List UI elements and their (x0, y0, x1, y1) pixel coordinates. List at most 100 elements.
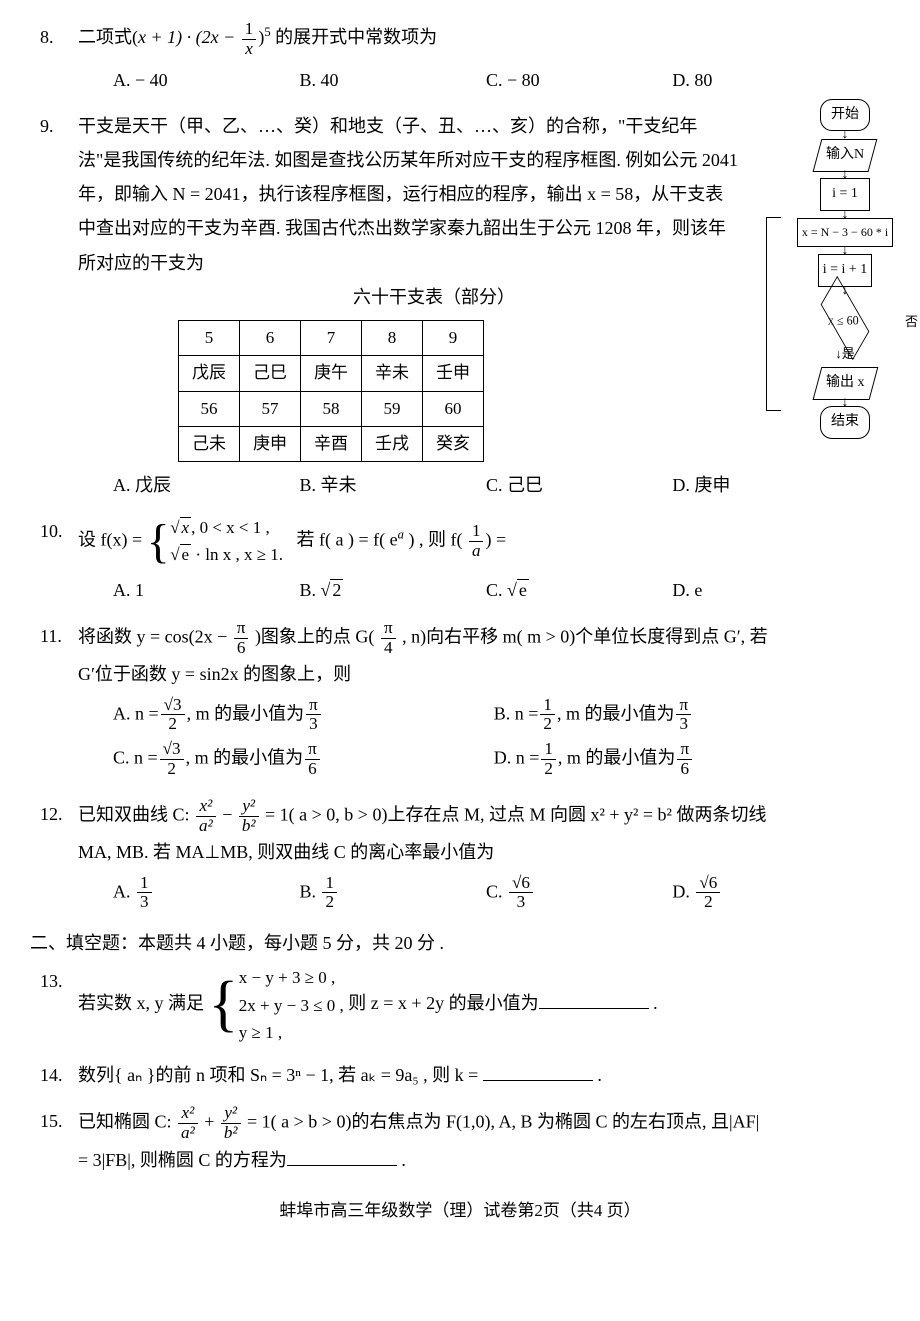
opt-text: , m 的最小值为 (557, 703, 675, 723)
q8-frac: 1x (242, 20, 257, 59)
frac: x²a² (178, 1104, 198, 1143)
frac-den: 2 (540, 715, 555, 734)
q9-opt-b: B. 辛未 (299, 468, 485, 502)
cell: 己未 (179, 426, 240, 461)
cell: 庚午 (301, 356, 362, 391)
q9-options: A. 戊辰 B. 辛未 C. 己巳 D. 庚申 (78, 468, 890, 502)
cell: 癸亥 (423, 426, 484, 461)
q10-options: A. 1 B. √2 C. √e D. e (78, 573, 890, 607)
q15-c: = 3|FB|, 则椭圆 C 的方程为 (78, 1150, 287, 1170)
q12-l1a: 已知双曲线 C: (78, 804, 190, 824)
frac: π3 (306, 696, 321, 735)
cell: 己巳 (240, 356, 301, 391)
section-2-header: 二、填空题：本题共 4 小题，每小题 5 分，共 20 分 . (30, 926, 890, 960)
q12-opt-d: D. √62 (672, 874, 858, 913)
blank-field[interactable] (287, 1145, 397, 1166)
opt-text: D. n = (494, 748, 540, 768)
frac: √63 (509, 874, 533, 913)
q11-number: 11. (40, 619, 62, 653)
frac-den: 6 (234, 639, 249, 658)
frac-num: π (381, 619, 396, 639)
opt-text: A. n = (113, 703, 159, 723)
cell: 壬申 (423, 356, 484, 391)
q10-opt-c: C. √e (486, 573, 672, 607)
fc-cond-label: x ≤ 60 (806, 309, 880, 332)
frac-num: 1 (541, 740, 556, 760)
question-11: 11. 将函数 y = cos(2x − π6 )图象上的点 G( π4 , n… (30, 619, 890, 785)
cell: 9 (423, 320, 484, 355)
cell: 56 (179, 391, 240, 426)
question-15: 15. 已知椭圆 C: x²a² + y²b² = 1( a > b > 0)的… (30, 1104, 890, 1177)
q11-frac1: π6 (234, 619, 249, 658)
q10-mid: 若 f( a ) = f( e (297, 530, 398, 550)
frac-num: π (677, 740, 692, 760)
fc-input-label: 输入N (826, 142, 864, 169)
frac-num: x² (196, 797, 216, 817)
q10-number: 10. (40, 514, 63, 548)
fc-input: 输入N (813, 139, 878, 172)
frac: √62 (696, 874, 720, 913)
cell: 60 (423, 391, 484, 426)
q8-frac-num: 1 (242, 20, 257, 40)
cell: 辛酉 (301, 426, 362, 461)
q10-opt-a: A. 1 (113, 573, 299, 607)
frac-den: b² (221, 1124, 241, 1143)
question-10: 10. 设 f(x) = { √x, 0 < x < 1 , √e · ln x… (30, 514, 890, 607)
table-row: 5657585960 (179, 391, 484, 426)
q15-number: 15. (40, 1104, 63, 1138)
q11-opt-d: D. n =12, m 的最小值为π6 (494, 740, 875, 779)
q12-opt-c: C. √63 (486, 874, 672, 913)
question-12: 12. 已知双曲线 C: x²a² − y²b² = 1( a > 0, b >… (30, 797, 890, 912)
q10-frac: 1a (469, 522, 484, 561)
page-footer: 蚌埠市高三年级数学（理）试卷第2页（共4 页） (30, 1195, 890, 1227)
frac-num: √3 (160, 740, 184, 760)
q15-dot: . (397, 1150, 406, 1170)
q12-opt-a: A. 13 (113, 874, 299, 913)
flowchart: 开始 ↓ 输入N ↓ i = 1 ↓ x = N − 3 − 60 * i ↓ … (780, 99, 910, 439)
frac-den: b² (239, 817, 259, 836)
q10-opt-b-rad: 2 (330, 579, 343, 600)
frac-num: √6 (509, 874, 533, 894)
q13-cases: x − y + 3 ≥ 0 , 2x + y − 3 ≤ 0 , y ≥ 1 , (239, 964, 344, 1046)
frac: √32 (160, 740, 184, 779)
blank-field[interactable] (483, 1060, 593, 1081)
frac-num: 1 (322, 874, 337, 894)
frac: y²b² (221, 1104, 241, 1143)
q15-b: = 1( a > b > 0)的右焦点为 F(1,0), A, B 为椭圆 C … (247, 1112, 759, 1132)
q10-case1-rad: x (180, 517, 192, 537)
cell: 57 (240, 391, 301, 426)
q10-opt-c-rad: e (517, 579, 529, 600)
q11-frac2: π4 (381, 619, 396, 658)
q9-table: 56789 戊辰己巳庚午辛未壬申 5657585960 己未庚申辛酉壬戌癸亥 (178, 320, 484, 462)
q12-number: 12. (40, 797, 63, 831)
fc-inc: i = i + 1 (818, 254, 873, 287)
frac-num: y² (239, 797, 259, 817)
q13-number: 13. (40, 964, 63, 998)
q10-lead: 设 f(x) = (78, 530, 142, 550)
cell: 8 (362, 320, 423, 355)
fc-output: 输出 x (812, 367, 877, 400)
q9-opt-a: A. 戊辰 (113, 468, 299, 502)
frac-num: √3 (161, 696, 185, 716)
flowchart-loop-line (766, 217, 781, 411)
frac-den: 2 (696, 893, 720, 912)
q9-number: 9. (40, 109, 54, 143)
q10-case1-cond: , 0 < x < 1 , (191, 518, 270, 537)
frac-den: 3 (137, 893, 152, 912)
q11-opt-c: C. n =√32, m 的最小值为π6 (113, 740, 494, 779)
q8-text-c: 的展开式中常数项为 (271, 27, 438, 47)
q8-expr: x + 1) · (2x − (138, 27, 235, 47)
q8-opt-a: A. − 40 (113, 63, 299, 97)
opt-pre: B. (299, 881, 320, 901)
frac-den: 2 (161, 715, 185, 734)
frac-num: x² (178, 1104, 198, 1124)
table-row: 56789 (179, 320, 484, 355)
blank-field[interactable] (539, 988, 649, 1009)
q13-c3: y ≥ 1 , (239, 1023, 282, 1042)
frac-den: 3 (676, 715, 691, 734)
question-8: 8. 二项式(x + 1) · (2x − 1x)5 的展开式中常数项为 A. … (30, 20, 890, 97)
fc-output-label: 输出 x (826, 370, 865, 397)
q8-frac-den: x (242, 40, 257, 59)
q8-opt-b: B. 40 (299, 63, 485, 97)
frac: π6 (677, 740, 692, 779)
